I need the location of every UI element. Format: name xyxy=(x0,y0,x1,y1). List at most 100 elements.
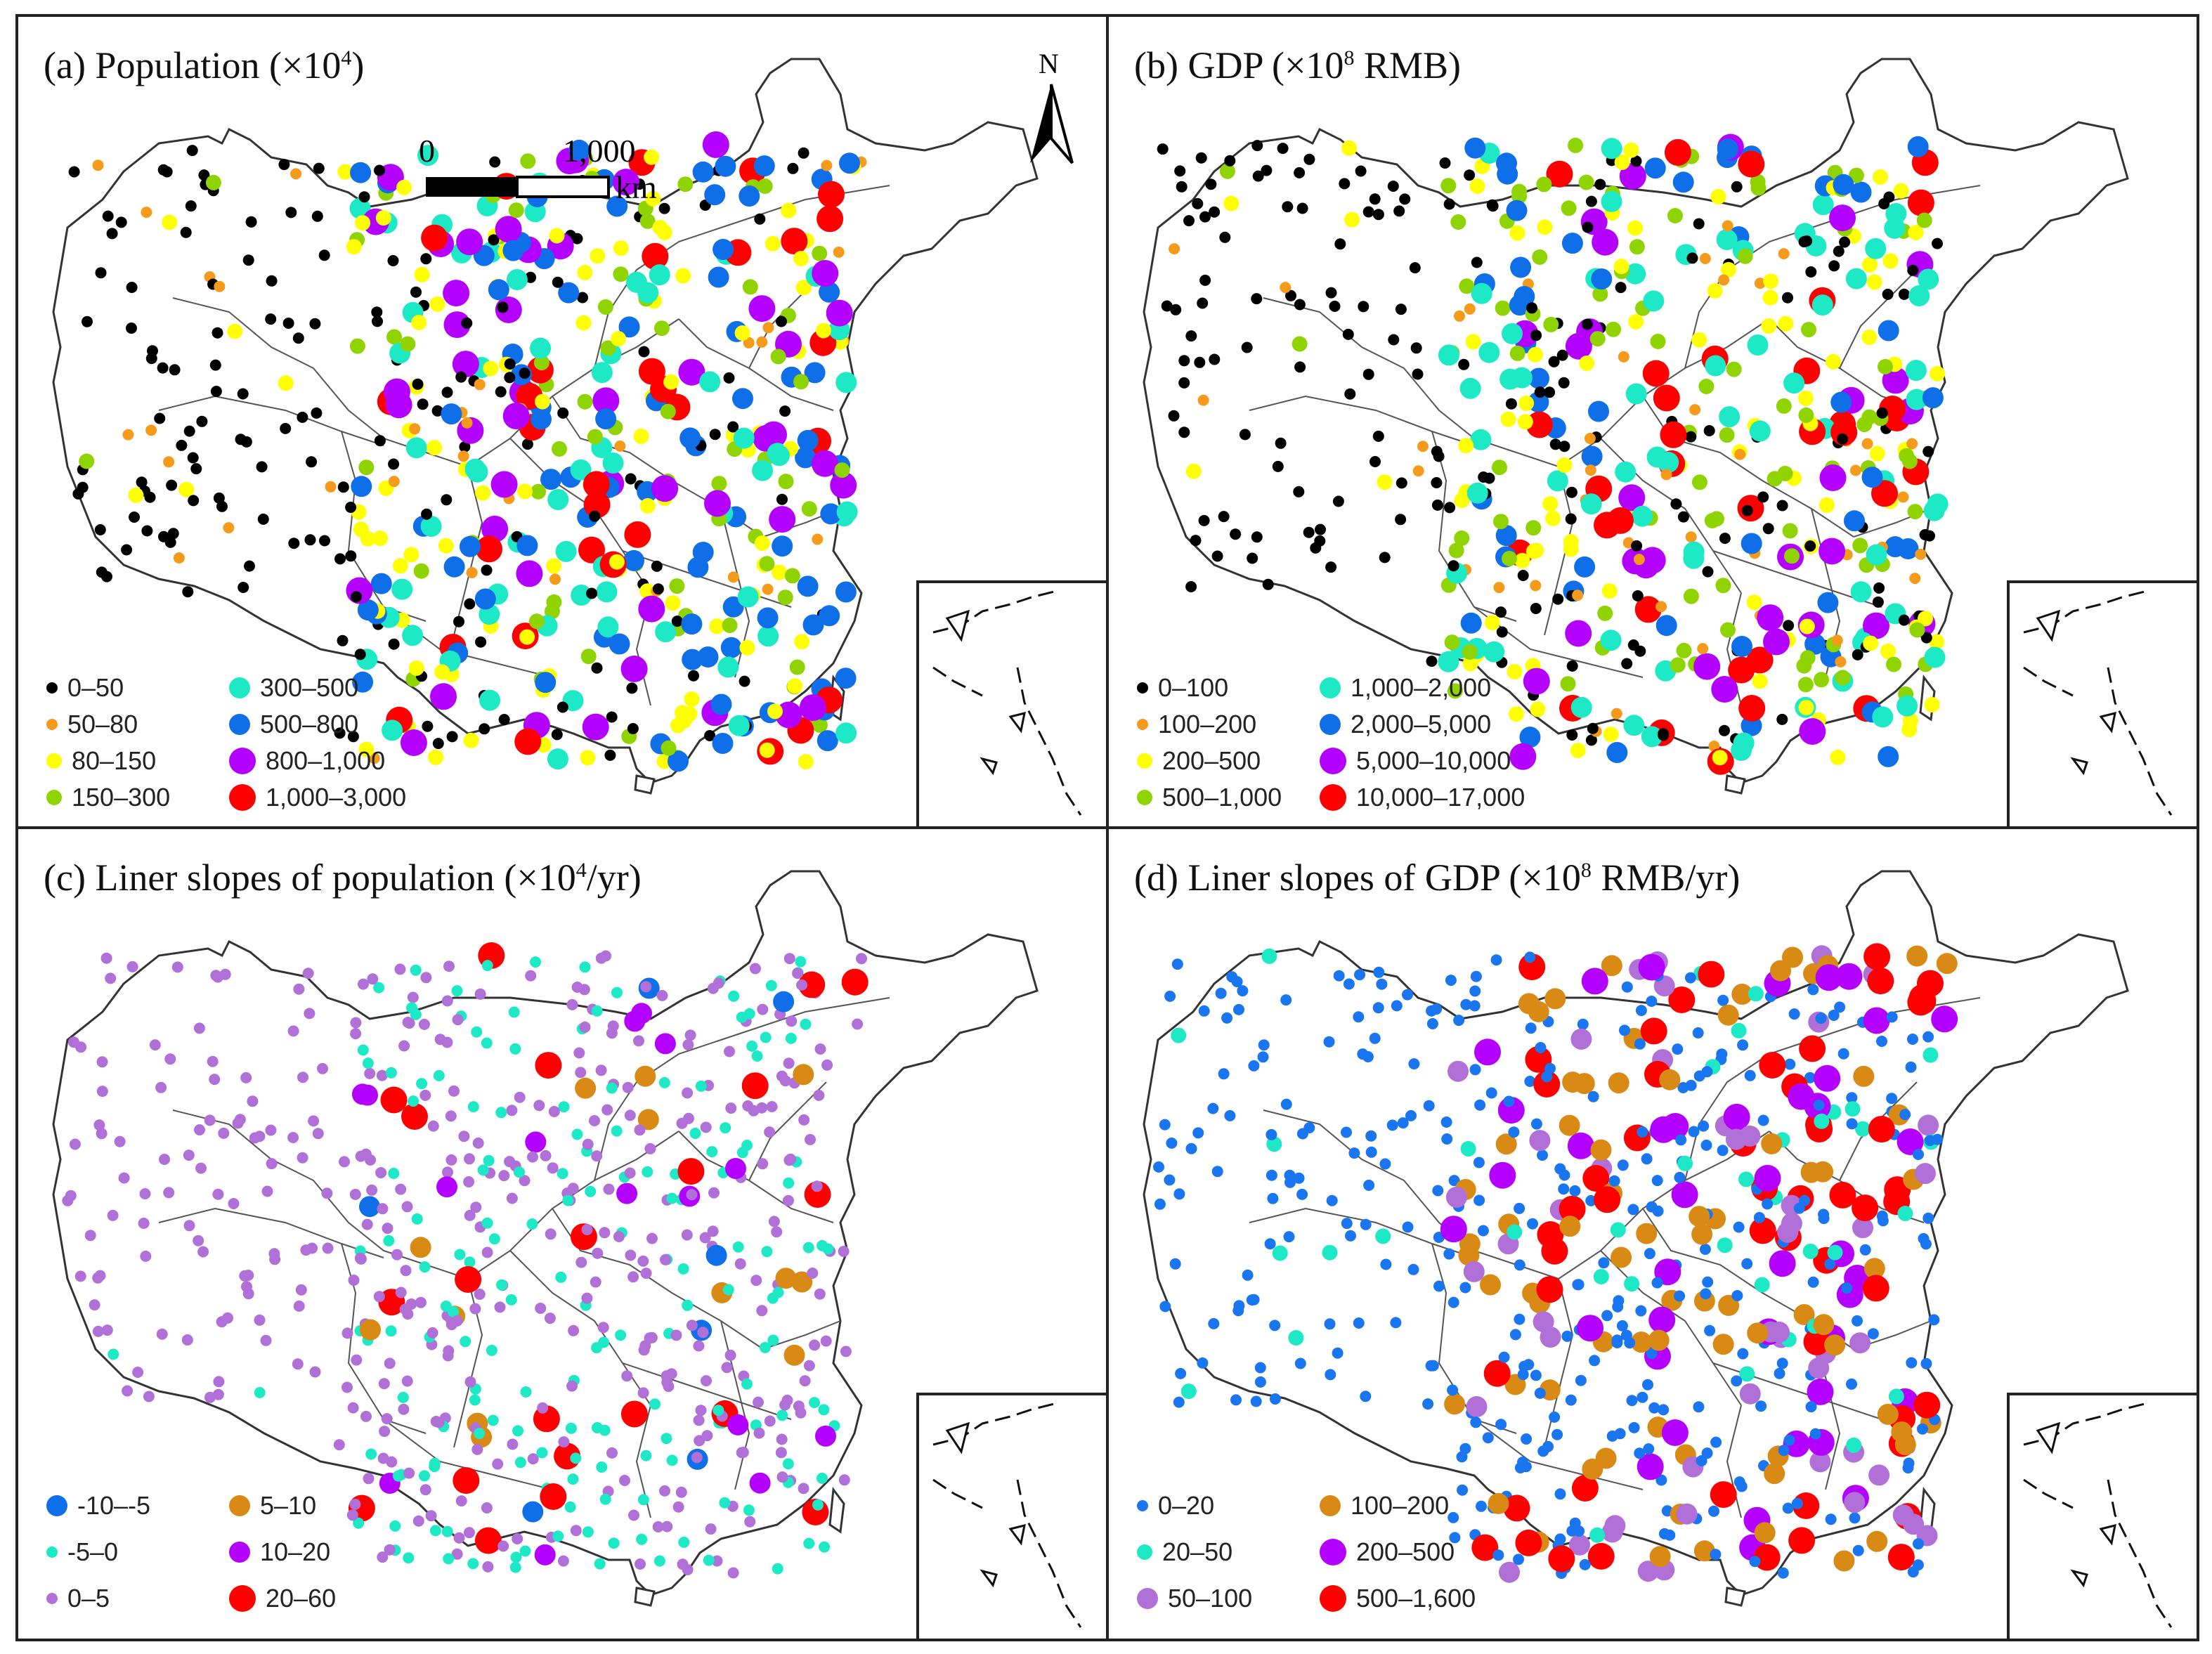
city-marker xyxy=(838,1474,850,1486)
inset-islands xyxy=(945,609,1026,776)
city-marker xyxy=(1907,264,1919,276)
city-marker xyxy=(1532,249,1548,265)
city-marker xyxy=(713,1405,724,1417)
city-marker xyxy=(1170,304,1182,315)
city-marker xyxy=(1521,1433,1533,1445)
city-marker xyxy=(1495,1133,1517,1155)
city-marker xyxy=(665,1368,677,1380)
city-marker xyxy=(752,460,774,481)
city-marker xyxy=(455,1266,482,1293)
city-marker xyxy=(552,1530,564,1542)
city-marker xyxy=(835,722,857,744)
city-marker xyxy=(743,337,755,349)
city-marker xyxy=(1691,474,1707,490)
city-marker xyxy=(793,251,809,266)
city-marker xyxy=(1924,1135,1936,1147)
city-marker xyxy=(1362,206,1374,218)
city-marker xyxy=(649,1398,661,1410)
city-marker xyxy=(1849,464,1861,476)
city-marker xyxy=(212,327,223,339)
panel-population-slope: (c) Liner slopes of population (×104/yr)… xyxy=(15,826,1109,1641)
city-marker xyxy=(649,264,670,286)
city-marker xyxy=(144,491,156,503)
city-marker xyxy=(1753,1544,1781,1571)
city-marker xyxy=(814,1288,826,1300)
city-marker xyxy=(1719,406,1741,428)
city-marker xyxy=(722,618,738,633)
city-marker xyxy=(1546,160,1573,188)
city-marker xyxy=(549,228,565,244)
city-marker xyxy=(1763,628,1790,656)
city-marker xyxy=(794,634,810,650)
city-marker xyxy=(817,1472,828,1484)
city-marker xyxy=(1761,1133,1783,1154)
city-marker xyxy=(1464,303,1476,315)
city-marker xyxy=(1528,1001,1549,1022)
city-marker xyxy=(1399,193,1411,205)
city-marker xyxy=(352,671,374,693)
city-marker xyxy=(1169,1258,1181,1270)
city-marker xyxy=(812,260,839,287)
city-marker xyxy=(598,1336,610,1348)
city-marker xyxy=(318,249,330,261)
city-marker xyxy=(375,210,391,226)
city-marker xyxy=(712,733,734,754)
city-marker xyxy=(767,703,783,719)
city-marker xyxy=(717,656,739,678)
city-marker xyxy=(1269,1320,1281,1331)
city-marker xyxy=(266,1158,278,1170)
city-marker xyxy=(382,1223,393,1235)
city-marker xyxy=(672,1501,684,1513)
city-marker xyxy=(1923,1047,1939,1063)
city-marker xyxy=(171,961,183,973)
city-marker xyxy=(453,616,464,627)
city-marker xyxy=(288,538,300,549)
legend-item: 200–500 xyxy=(1137,743,1261,779)
city-marker xyxy=(592,1422,603,1433)
city-marker xyxy=(308,1115,320,1127)
city-marker xyxy=(1524,951,1536,963)
city-marker xyxy=(337,634,349,646)
city-marker xyxy=(1471,282,1492,304)
province-boundary xyxy=(1726,1405,1742,1518)
city-marker xyxy=(474,1289,486,1300)
city-marker xyxy=(1817,592,1839,613)
city-marker xyxy=(377,1203,389,1215)
city-marker xyxy=(1329,300,1341,312)
city-marker xyxy=(481,1217,493,1229)
city-marker xyxy=(145,424,157,436)
city-marker xyxy=(715,155,736,177)
city-marker xyxy=(581,1292,593,1304)
city-marker xyxy=(477,1164,489,1176)
legend-label: 20–60 xyxy=(266,1584,337,1613)
panel-title: (a) Population (×104) xyxy=(44,44,365,86)
legend-label: 0–50 xyxy=(67,673,124,702)
city-marker xyxy=(1523,668,1550,695)
legend-item: 5,000–10,000 xyxy=(1320,743,1511,779)
city-marker xyxy=(195,1162,207,1174)
city-marker xyxy=(234,1114,246,1126)
city-marker xyxy=(479,689,500,711)
inset-islands xyxy=(2036,1421,2116,1588)
city-marker xyxy=(1782,523,1798,539)
city-marker xyxy=(403,1552,415,1564)
city-marker xyxy=(776,1409,788,1421)
city-marker xyxy=(514,1091,526,1103)
city-marker xyxy=(776,493,788,505)
city-marker xyxy=(1878,358,1893,375)
city-marker xyxy=(619,1475,630,1486)
city-marker xyxy=(1369,193,1381,205)
city-marker xyxy=(540,1483,567,1510)
city-marker xyxy=(487,1414,499,1426)
city-marker xyxy=(1293,1172,1305,1184)
city-marker xyxy=(567,1183,579,1194)
city-marker xyxy=(1594,1186,1621,1213)
city-marker xyxy=(1717,1145,1729,1157)
city-marker xyxy=(1601,955,1622,977)
city-marker xyxy=(443,280,470,307)
city-marker xyxy=(1537,1445,1549,1457)
city-marker xyxy=(1476,1500,1487,1512)
city-marker xyxy=(1530,701,1546,717)
city-marker xyxy=(1526,302,1538,314)
city-marker xyxy=(1757,1114,1769,1126)
